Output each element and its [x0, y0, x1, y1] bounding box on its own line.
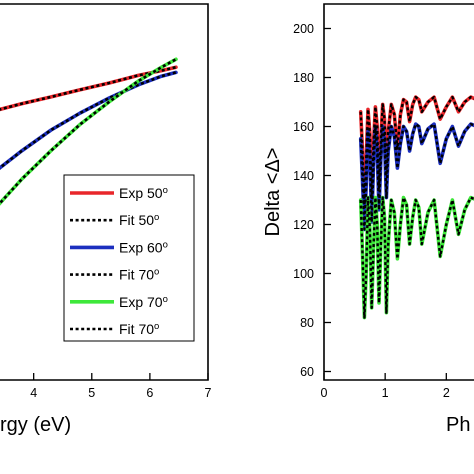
left-x-tick-label: 4 [30, 386, 37, 400]
left-x-axis-label: rgy (eV) [0, 414, 71, 436]
left-x-ticks: 4 5 6 7 [30, 373, 212, 400]
right-y-tick-label: 160 [293, 120, 314, 134]
left-plot-area [0, 57, 178, 206]
right-y-tick-label: 120 [293, 218, 314, 232]
legend-box [63, 174, 195, 342]
left-chart: 4 5 6 7 rgy (eV) Exp 50o Fit 50o Exp 60o Fit 7… [0, 3, 212, 436]
right-y-tick-label: 100 [293, 267, 314, 281]
right-plot-frame [323, 3, 474, 381]
legend-degree: o [163, 293, 168, 304]
right-x-ticks: 0 1 2 [321, 373, 450, 400]
legend-label-4: Exp 70o [119, 293, 168, 310]
legend-label-5: Fit 70o [119, 321, 159, 338]
right-chart: 0 1 2 60 80 100 120 140 160 180 200 Ph Delta <Δ> [262, 3, 474, 436]
right-plot-area [358, 95, 474, 320]
left-series-line-3 [0, 71, 177, 170]
legend: Exp 50o Fit 50o Exp 60o Fit 70o Exp 70o Fit 7… [63, 174, 195, 342]
right-series-line-4 [359, 122, 474, 231]
right-y-tick-label: 200 [293, 22, 314, 36]
legend-degree: o [163, 239, 168, 250]
right-y-tick-label: 140 [293, 169, 314, 183]
legend-degree: o [154, 321, 159, 332]
left-plot-frame [0, 3, 209, 381]
right-x-tick-label: 0 [321, 386, 328, 400]
left-x-tick-label: 7 [205, 386, 212, 400]
left-series-line-5 [0, 58, 177, 206]
right-y-tick-label: 60 [300, 365, 314, 379]
legend-degree: o [163, 185, 168, 196]
left-x-tick-label: 5 [88, 386, 95, 400]
legend-label-1: Fit 50o [119, 212, 159, 229]
right-x-tick-label: 1 [382, 386, 389, 400]
right-y-ticks: 60 80 100 120 140 160 180 200 [293, 22, 331, 379]
legend-degree: o [154, 212, 159, 223]
legend-label-2: Exp 60o [119, 239, 168, 256]
legend-label-0: Exp 50o [119, 185, 168, 202]
left-x-tick-label: 6 [146, 386, 153, 400]
right-x-tick-label: 2 [443, 386, 450, 400]
right-x-axis-label: Ph [446, 414, 470, 436]
right-series-line-5 [359, 196, 474, 319]
right-y-tick-label: 180 [293, 71, 314, 85]
legend-degree: o [154, 266, 159, 277]
right-y-tick-label: 80 [300, 316, 314, 330]
right-y-axis-label: Delta <Δ> [262, 148, 284, 237]
legend-label-3: Fit 70o [119, 266, 159, 283]
